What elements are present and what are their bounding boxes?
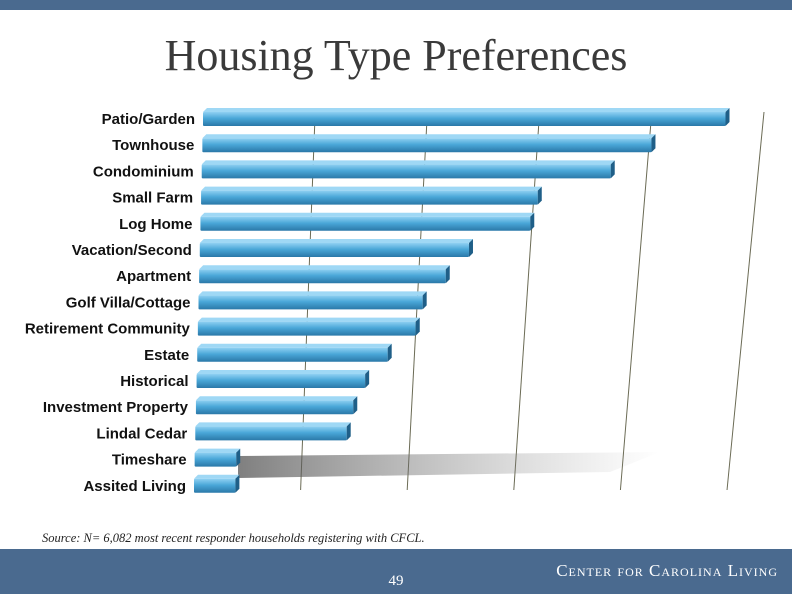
bar [201, 160, 615, 179]
footer-band [0, 549, 792, 594]
bar [194, 448, 241, 467]
bar [203, 108, 730, 126]
bar-shadows [238, 452, 660, 478]
category-label: Apartment [116, 268, 191, 285]
source-note: Source: N= 6,082 most recent responder h… [42, 531, 425, 545]
page-number: 49 [388, 573, 404, 589]
category-labels: Patio/Garden Townhouse Condominium Small Fa… [25, 111, 195, 495]
bar [198, 291, 427, 310]
category-label: Vacation/Second [72, 242, 192, 259]
category-label: Townhouse [112, 137, 194, 154]
category-label: Investment Property [43, 399, 189, 416]
bars [194, 108, 730, 493]
bar [196, 370, 370, 388]
grid-line [726, 111, 765, 491]
top-band [0, 0, 792, 10]
category-label: Patio/Garden [102, 111, 195, 128]
bar-chart: Patio/Garden Townhouse Condominium Small Fa… [25, 108, 765, 495]
category-label: Lindal Cedar [96, 425, 187, 442]
bar [201, 186, 542, 205]
bar [199, 265, 450, 284]
bar [199, 239, 473, 257]
bar [195, 422, 351, 441]
category-label: Log Home [119, 216, 192, 233]
bar [197, 317, 420, 336]
category-label: Condominium [93, 163, 194, 180]
category-label: Assited Living [83, 478, 186, 495]
floor-shadow [238, 452, 660, 478]
category-label: Small Farm [112, 190, 193, 207]
category-label: Timeshare [112, 452, 187, 469]
bar [200, 212, 535, 231]
brand-name: Center for Carolina Living [556, 561, 778, 580]
bar [202, 134, 656, 153]
category-label: Historical [120, 373, 188, 390]
category-label: Retirement Community [25, 321, 191, 338]
bar [197, 343, 392, 362]
category-label: Estate [144, 347, 189, 364]
grid-line [619, 111, 653, 491]
bar [194, 474, 240, 493]
category-label: Golf Villa/Cottage [66, 294, 191, 311]
slide-title: Housing Type Preferences [164, 31, 628, 80]
bar [195, 396, 358, 415]
